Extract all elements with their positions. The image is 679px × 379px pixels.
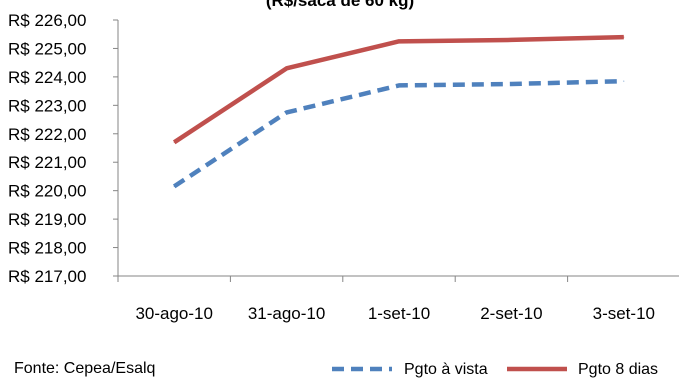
data-point <box>623 80 625 82</box>
data-point <box>510 39 512 41</box>
x-tick-label: 3-set-10 <box>593 304 655 323</box>
x-tick-label: 1-set-10 <box>368 304 430 323</box>
data-point <box>286 67 288 69</box>
data-point <box>286 111 288 113</box>
data-point <box>398 84 400 86</box>
data-point <box>510 83 512 85</box>
legend: Pgto à vista Pgto 8 dias <box>332 361 658 378</box>
y-axis: R$ 217,00 R$ 218,00 R$ 219,00 R$ 220,00 R$ 2… <box>8 11 119 286</box>
x-tick-label: 31-ago-10 <box>248 304 326 323</box>
y-tick-label: R$ 226,00 <box>8 11 86 30</box>
y-tick-label: R$ 219,00 <box>8 210 86 229</box>
y-tick-label: R$ 224,00 <box>8 68 86 87</box>
y-tick-label: R$ 222,00 <box>8 125 86 144</box>
legend-label-2: Pgto 8 dias <box>578 361 658 378</box>
data-point <box>173 141 175 143</box>
x-tick-label: 30-ago-10 <box>135 304 213 323</box>
y-tick-label: R$ 225,00 <box>8 39 86 58</box>
y-tick-label: R$ 220,00 <box>8 182 86 201</box>
y-tick-label: R$ 223,00 <box>8 96 86 115</box>
y-tick-label: R$ 221,00 <box>8 153 86 172</box>
data-point <box>398 40 400 42</box>
y-tick-label: R$ 217,00 <box>8 267 86 286</box>
legend-label-1: Pgto à vista <box>404 361 488 378</box>
y-tick-label: R$ 218,00 <box>8 239 86 258</box>
chart-title: (R$/saca de 60 kg) <box>266 0 414 10</box>
data-point <box>173 185 175 187</box>
source-label: Fonte: Cepea/Esalq <box>14 360 155 377</box>
series-layer <box>172 34 625 189</box>
x-tick-label: 2-set-10 <box>480 304 542 323</box>
x-axis: 30-ago-10 31-ago-10 1-set-10 2-set-10 3-set-… <box>117 275 679 323</box>
series-line-2 <box>172 34 624 145</box>
data-point <box>623 36 625 38</box>
